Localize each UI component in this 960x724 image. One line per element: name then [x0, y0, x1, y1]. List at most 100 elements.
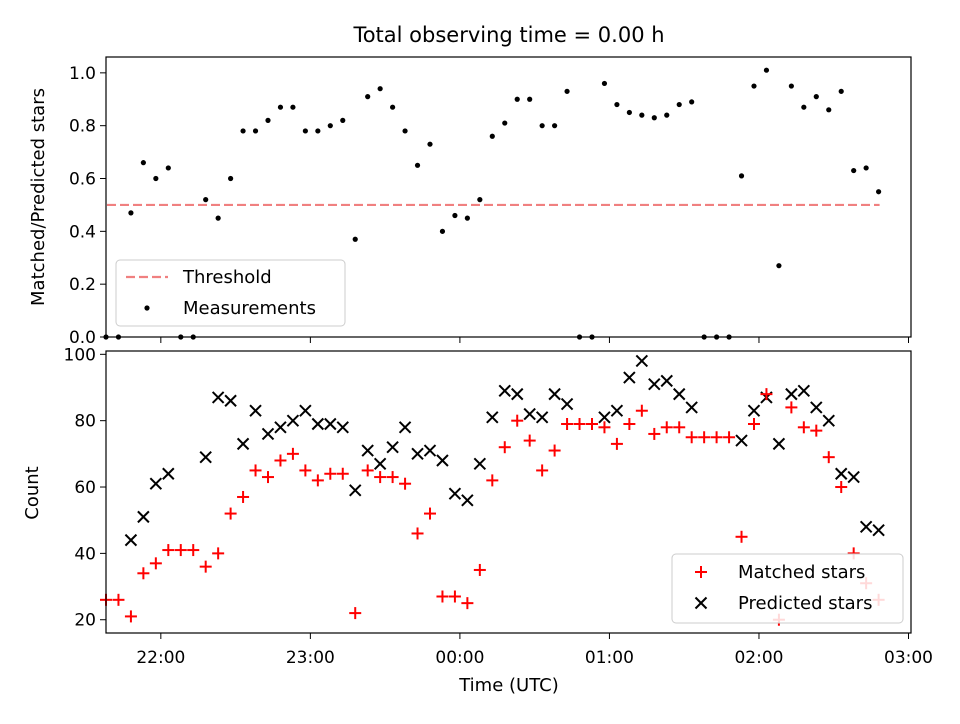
predicted-stars-point: [162, 467, 175, 480]
predicted-stars-point-b: [623, 371, 636, 384]
predicted-stars-point-b: [835, 467, 848, 480]
predicted-stars-point: [373, 457, 387, 471]
predicted-stars-point-b: [859, 520, 873, 534]
top-plot-frame: [105, 56, 912, 338]
measurement-point: [302, 128, 308, 134]
predicted-stars-point: [199, 450, 212, 464]
measurement-point: [838, 88, 844, 94]
measurement-point: [676, 101, 682, 108]
predicted-stars-point: [772, 437, 786, 451]
predicted-stars-point-b: [486, 411, 499, 424]
matched-stars-point: [635, 404, 648, 417]
predicted-stars-point: [635, 354, 649, 368]
bottom-legend: Matched stars Predicted stars: [671, 553, 904, 624]
matched-stars-point: [299, 464, 312, 477]
top-x-ticks: [160, 337, 910, 343]
predicted-stars-point: [797, 384, 811, 398]
predicted-stars-point-b: [598, 411, 611, 424]
matched-stars-point: [797, 421, 810, 434]
measurement-point: [539, 123, 545, 129]
predicted-stars-point: [349, 484, 362, 497]
measurement-point: [601, 80, 608, 87]
matched-stars-point: [386, 471, 399, 484]
matched-stars-point: [112, 593, 125, 606]
measurement-point: [340, 117, 346, 123]
measurement-point: [290, 104, 296, 110]
predicted-stars-point-b: [610, 404, 624, 417]
legend-predicted-swatch: [694, 596, 708, 610]
measurement-point: [514, 96, 520, 102]
matched-stars-point: [187, 544, 200, 557]
measurement-point: [763, 67, 770, 73]
bottom-plot-frame: [105, 350, 912, 634]
matched-stars-point: [361, 464, 374, 477]
legend-x-mark-b: [694, 596, 708, 610]
predicted-stars-point-b: [872, 523, 885, 537]
predicted-stars-point: [735, 434, 748, 447]
predicted-stars-point: [847, 470, 860, 484]
bottom-y-ticks: 20 40 60 80 100: [64, 345, 106, 631]
matched-stars-point: [399, 477, 412, 490]
legend-matched-label: Matched stars: [738, 562, 865, 583]
measurement-point: [203, 197, 209, 203]
bottom-y-tick-label: 100: [64, 345, 96, 365]
predicted-stars-point: [224, 394, 237, 407]
matched-stars-point: [212, 547, 225, 560]
top-panel: Total observing time = 0.00 h Matched/Pr…: [28, 23, 912, 348]
matched-stars-point: [411, 527, 424, 540]
predicted-stars-point-b: [199, 450, 212, 464]
predicted-stars-point-b: [685, 401, 698, 414]
measurement-point: [527, 96, 533, 102]
measurement-point: [265, 117, 271, 123]
measurement-point: [128, 210, 134, 216]
matched-stars-point: [224, 507, 237, 520]
predicted-stars-point: [498, 384, 511, 398]
legend-measurements-swatch: [144, 305, 150, 311]
matched-stars-point: [835, 481, 848, 494]
bottom-x-tick-label: 23:00: [286, 648, 335, 668]
matched-stars-point: [461, 597, 474, 610]
matched-stars-point: [760, 388, 773, 401]
measurement-point: [215, 215, 221, 221]
matched-stars-point: [810, 424, 823, 437]
measurement-point: [365, 94, 371, 100]
matched-stars-point: [723, 431, 736, 444]
measurement-point: [352, 236, 358, 242]
measurement-point: [776, 263, 782, 269]
measurement-point: [564, 88, 570, 94]
matched-stars-point: [423, 507, 436, 520]
predicted-stars-point: [747, 404, 761, 417]
matched-stars-point: [473, 563, 486, 576]
measurement-point: [689, 99, 695, 105]
measurement-point: [813, 94, 819, 100]
predicted-stars-point-b: [386, 441, 399, 454]
legend-plus-mark: [695, 566, 707, 578]
matched-stars-point: [498, 441, 511, 454]
predicted-stars-point: [249, 404, 262, 417]
predicted-stars-point-b: [423, 444, 437, 457]
predicted-stars-point-b: [673, 387, 686, 401]
matched-stars-point: [523, 434, 536, 447]
matched-stars-point: [536, 464, 549, 477]
matched-stars-point: [448, 590, 461, 603]
matched-stars-point: [162, 544, 175, 557]
matched-stars-point: [237, 490, 250, 503]
matched-stars-point: [698, 431, 711, 444]
predicted-stars-point-b: [137, 510, 150, 524]
measurement-point: [639, 112, 645, 118]
measurement-point: [452, 212, 458, 219]
predicted-stars-point: [286, 414, 300, 427]
predicted-stars-point-b: [398, 421, 412, 434]
legend-measurements-label: Measurements: [183, 298, 316, 319]
top-legend-box: [115, 259, 346, 327]
predicted-stars-point: [124, 533, 138, 547]
top-y-tick-label: 0.4: [69, 222, 96, 242]
matched-stars-point: [261, 471, 274, 484]
top-y-tick-label: 0.8: [69, 117, 96, 137]
top-plot-marks: [103, 67, 882, 340]
measurement-point: [439, 228, 446, 234]
legend-predicted-label: Predicted stars: [738, 593, 872, 614]
measurement-point: [801, 104, 807, 110]
matched-stars-point: [610, 437, 623, 450]
